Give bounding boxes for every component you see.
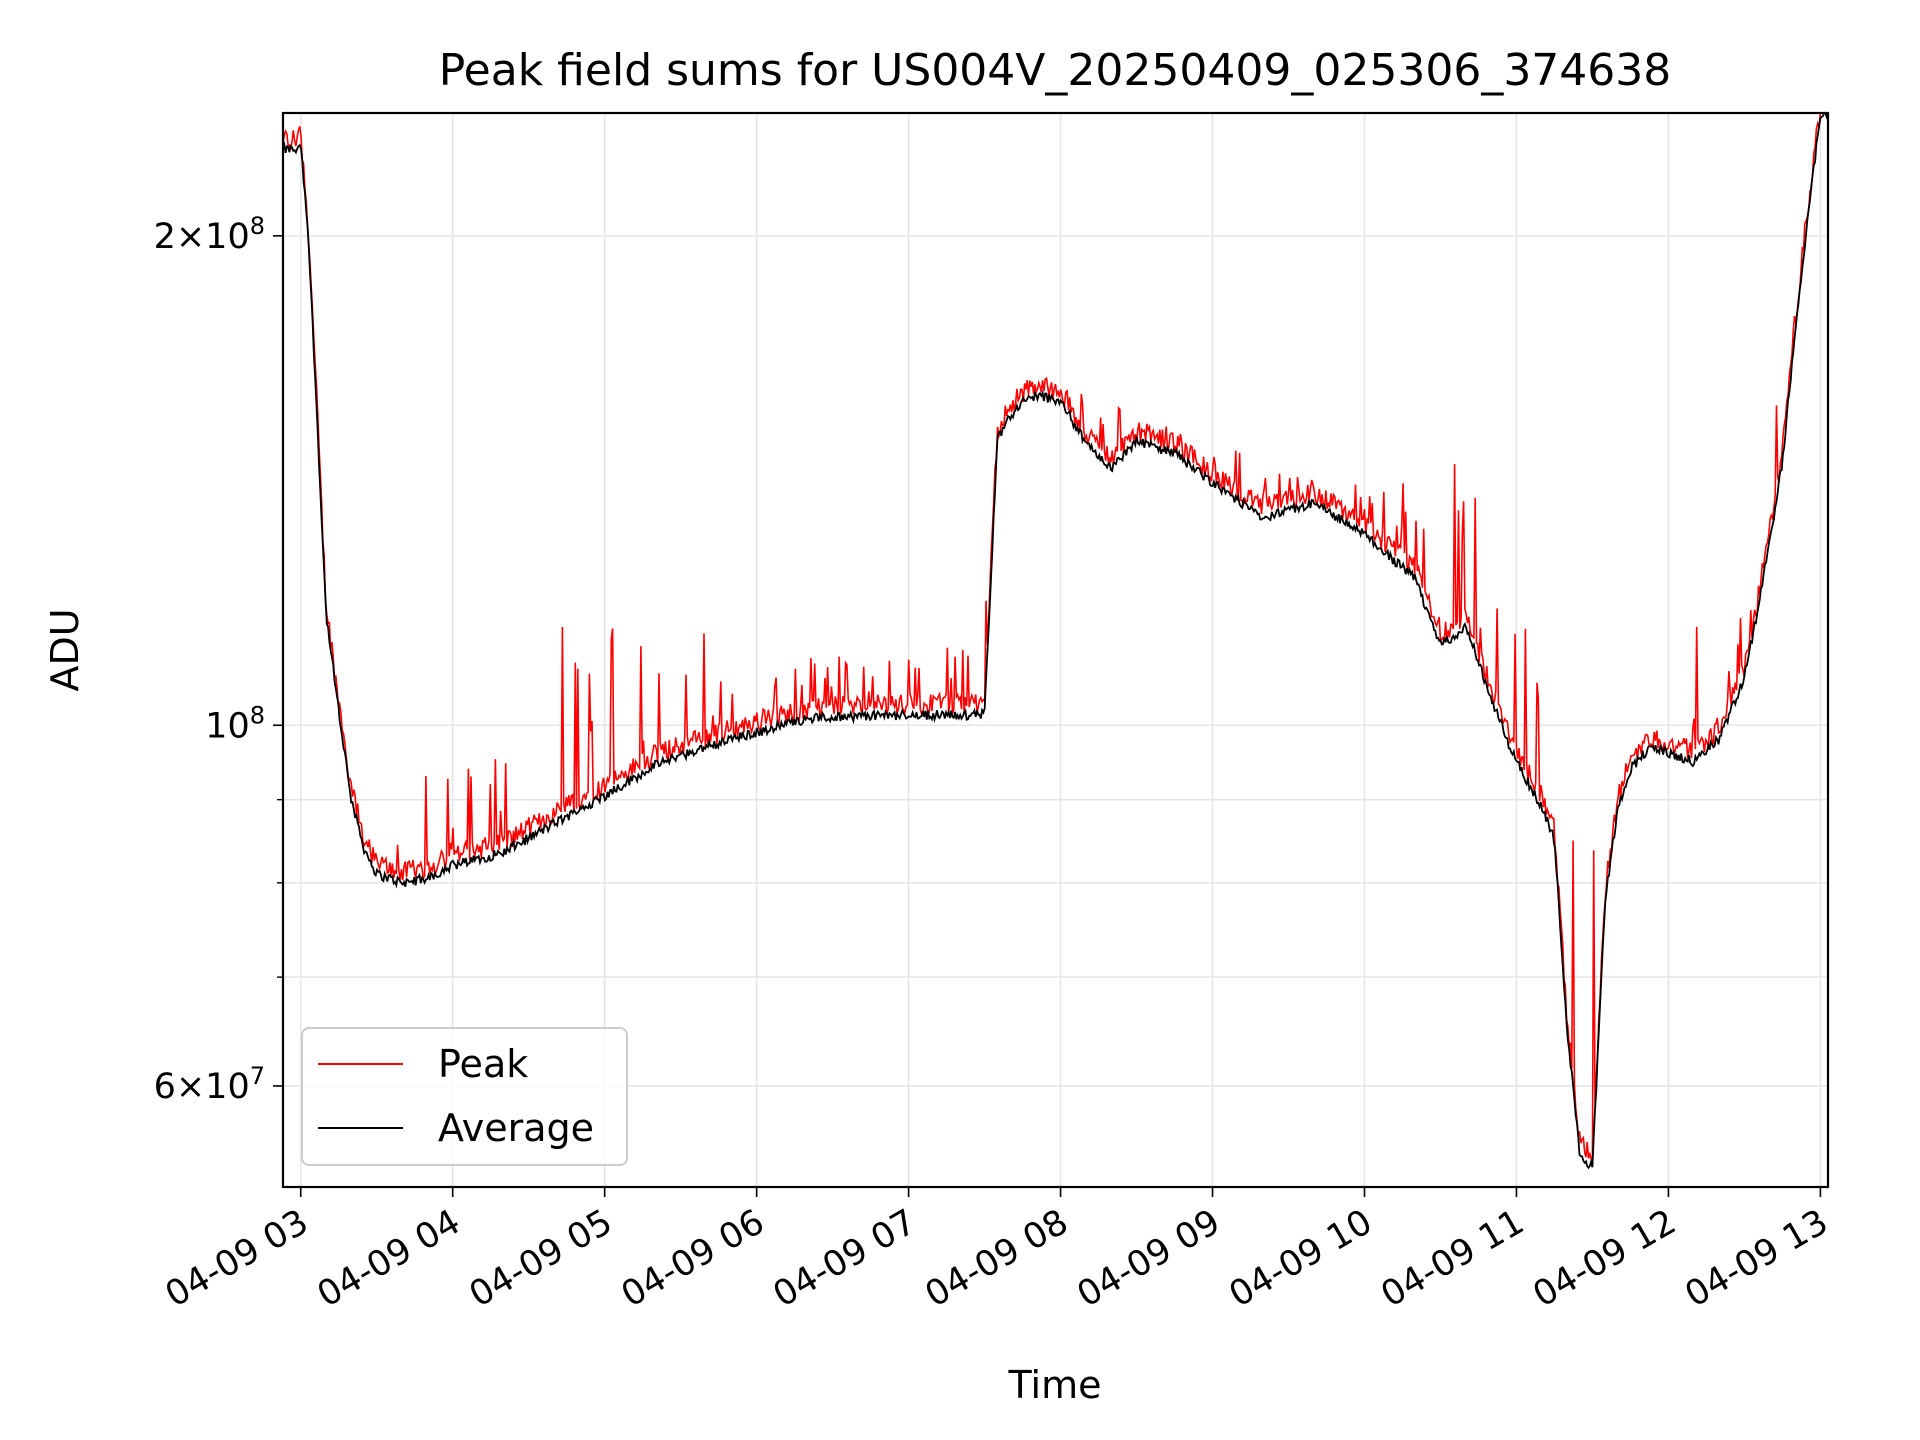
- y-tick-exponent: 8: [250, 701, 265, 729]
- plot-series: [283, 113, 1828, 1170]
- legend-box: [301, 1027, 628, 1166]
- y-tick-times: ×: [176, 217, 205, 257]
- plot-frame: [281, 111, 1830, 1189]
- y-tick-exponent: 7: [250, 1062, 265, 1090]
- y-axis-label: ADU: [43, 608, 87, 691]
- y-tick-ten: 10: [205, 217, 250, 257]
- legend-average-label: Average: [438, 1106, 594, 1150]
- y-tick-label: 6×107: [154, 1062, 265, 1107]
- legend[interactable]: Peak Average: [301, 1027, 628, 1166]
- y-tick-label: 2×108: [154, 212, 265, 257]
- peak-series-line: [283, 113, 1828, 1167]
- x-axis-label: Time: [1008, 1363, 1102, 1407]
- y-tick-times: ×: [176, 1067, 205, 1107]
- grid: [283, 113, 1828, 1187]
- y-tick-ten: 10: [205, 706, 250, 746]
- y-tick-ten: 10: [205, 1067, 250, 1107]
- y-tick-label: 108: [205, 701, 265, 746]
- y-tick-base: 6: [154, 1067, 176, 1107]
- legend-peak-label: Peak: [438, 1042, 528, 1086]
- average-series-line: [283, 113, 1828, 1170]
- y-tick-base: 2: [154, 217, 176, 257]
- chart-title: Peak field sums for US004V_20250409_0253…: [439, 45, 1672, 96]
- y-tick-exponent: 8: [250, 212, 265, 240]
